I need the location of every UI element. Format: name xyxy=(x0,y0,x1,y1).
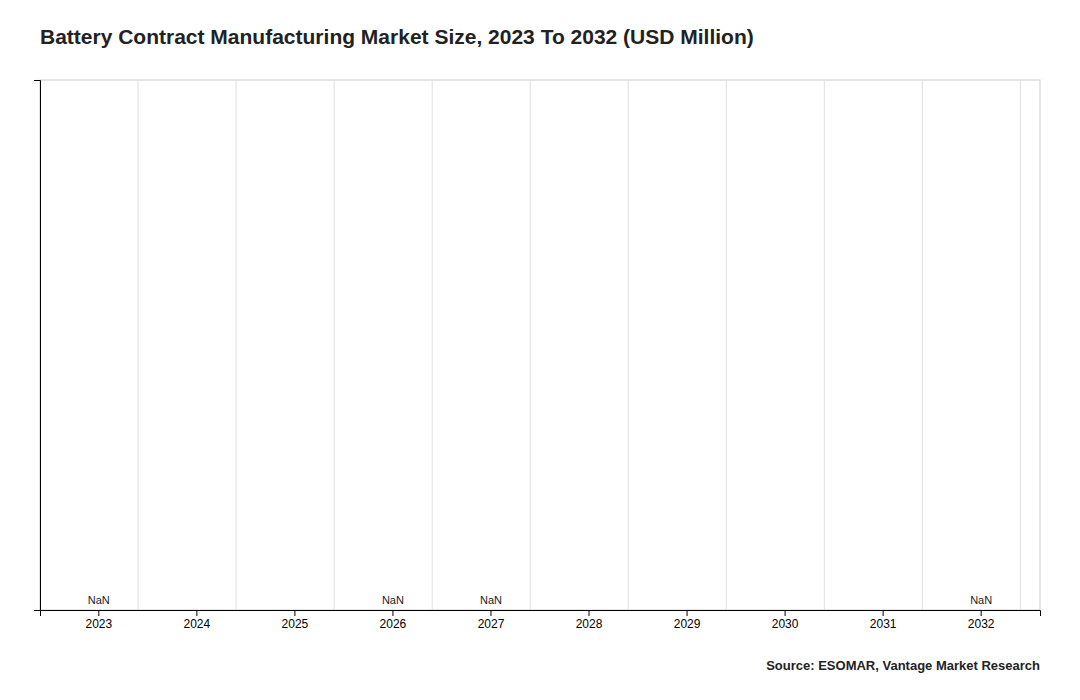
tick-mark xyxy=(98,610,99,616)
tick: 2029 xyxy=(674,610,701,631)
grid-line xyxy=(922,80,923,610)
tick-label: 2026 xyxy=(380,617,407,631)
data-label: NaN xyxy=(382,594,404,606)
tick: 2027 xyxy=(478,610,505,631)
data-label: NaN xyxy=(970,594,992,606)
tick-mark xyxy=(490,610,491,616)
tick-mark xyxy=(196,610,197,616)
tick-mark xyxy=(883,610,884,616)
tick: 2026 xyxy=(380,610,407,631)
grid-line xyxy=(432,80,433,610)
tick-label: 2023 xyxy=(85,617,112,631)
tick-mark xyxy=(687,610,688,616)
title: Battery Contract Manufacturing Market Si… xyxy=(40,25,754,48)
grid-line xyxy=(628,80,629,610)
data-labels: NaN NaN NaN NaN xyxy=(88,594,992,606)
tick: 2032 xyxy=(968,610,995,631)
grid-line xyxy=(824,80,825,610)
grid-line xyxy=(726,80,727,610)
source: Source: ESOMAR, Vantage Market Research xyxy=(766,658,1040,673)
tick: 2025 xyxy=(282,610,309,631)
tick-label: 2028 xyxy=(576,617,603,631)
grid-line xyxy=(1020,80,1021,610)
tick: 2028 xyxy=(576,610,603,631)
plot: 2023 2024 2025 2026 2027 2028 2029 2030 2031 2032… xyxy=(34,80,1041,631)
tick-label: 2031 xyxy=(870,617,897,631)
tick-label: 2029 xyxy=(674,617,701,631)
x-axis: 2023 2024 2025 2026 2027 2028 2029 2030 2031 2032 xyxy=(41,610,1041,631)
axis-line xyxy=(34,81,41,611)
grid-line xyxy=(236,80,237,610)
tick: 2030 xyxy=(772,610,799,631)
axis-line xyxy=(41,611,1041,617)
grid-line xyxy=(138,80,139,610)
tick: 2024 xyxy=(184,610,211,631)
tick-label: 2030 xyxy=(772,617,799,631)
tick-mark xyxy=(981,610,982,616)
data-label: NaN xyxy=(480,594,502,606)
grid xyxy=(40,80,1020,610)
tick: 2031 xyxy=(870,610,897,631)
plot-frame xyxy=(40,80,1040,610)
tick-label: 2027 xyxy=(478,617,505,631)
chart: Battery Contract Manufacturing Market Si… xyxy=(0,0,1080,700)
tick-label: 2025 xyxy=(282,617,309,631)
tick-mark xyxy=(589,610,590,616)
tick-label: 2024 xyxy=(184,617,211,631)
tick-mark xyxy=(294,610,295,616)
tick-mark xyxy=(392,610,393,616)
y-axis xyxy=(34,81,41,611)
data-label: NaN xyxy=(88,594,110,606)
grid-line xyxy=(530,80,531,610)
tick: 2023 xyxy=(85,610,112,631)
tick-label: 2032 xyxy=(968,617,995,631)
tick-mark xyxy=(785,610,786,616)
grid-line xyxy=(334,80,335,610)
